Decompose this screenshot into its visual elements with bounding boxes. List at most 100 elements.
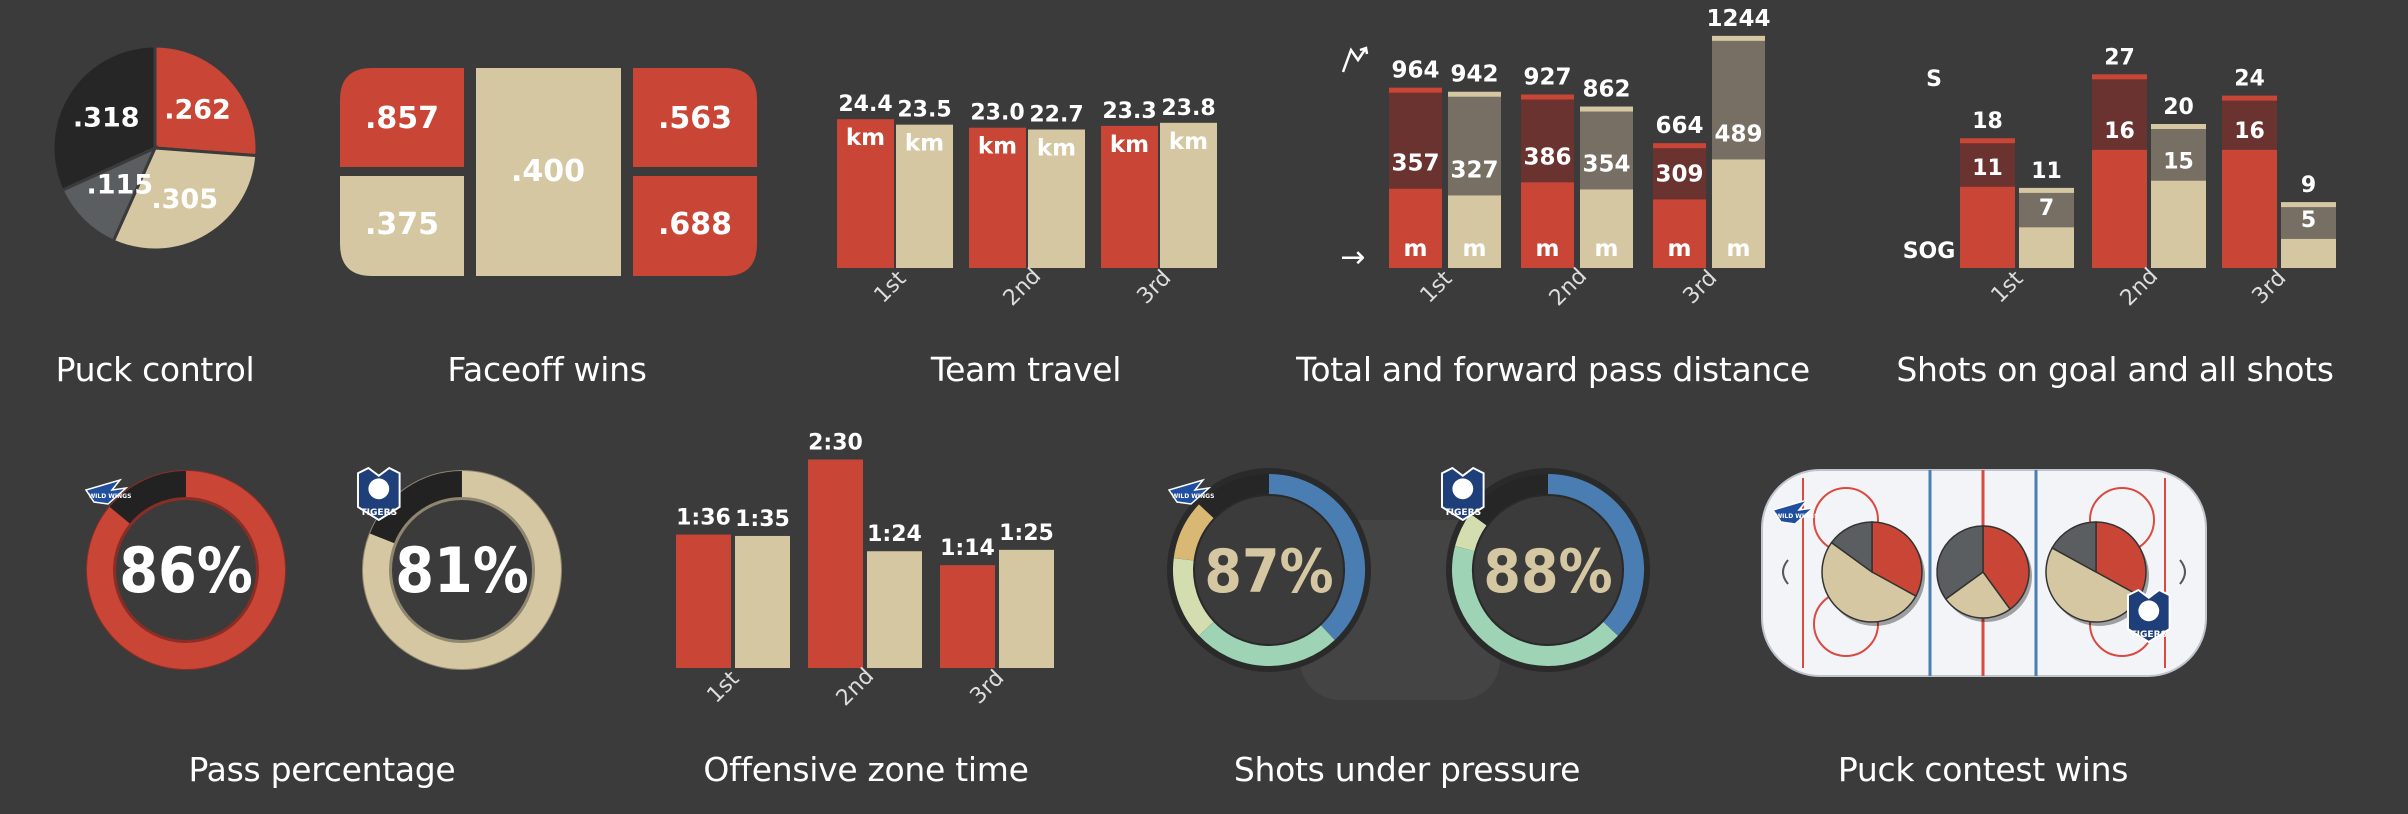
shots-value-label: 18 — [1972, 109, 2003, 134]
shots-under-pressure-chart: 87% WILD WINGS 88% TIGERS — [1167, 466, 1650, 700]
ring-hole — [392, 500, 532, 640]
forward-value-label: 357 — [1391, 151, 1439, 177]
pie-slice — [2051, 521, 2097, 574]
slice-label: .305 — [151, 184, 218, 215]
shots-value-label: 20 — [2163, 95, 2194, 120]
category-label: 2nd — [2116, 264, 2163, 311]
total-value-label: 664 — [1655, 113, 1703, 139]
wild-wings-logo: WILD WINGS — [84, 478, 132, 505]
bar-value-label: 1:14 — [940, 536, 995, 561]
category-label: 2nd — [1545, 264, 1592, 311]
bar-cap — [2222, 95, 2277, 101]
bar-unit-label: km — [1169, 129, 1208, 155]
bar-unit-label: m — [1463, 236, 1487, 262]
pie-slice — [1982, 525, 2030, 611]
total-value-label: 1244 — [1706, 6, 1770, 32]
ring-percentage-label: 87% — [1204, 537, 1333, 607]
tigers-logo-text: TIGERS — [1444, 508, 1481, 518]
bar-cap — [1960, 138, 2015, 144]
caption-team-travel: Team travel — [930, 350, 1122, 389]
caption-puck-contest-wins: Puck contest wins — [1837, 750, 2129, 789]
slice-label: .262 — [164, 95, 231, 126]
wild-wings-logo: WILD WINGS — [1771, 498, 1819, 525]
pass-distance-chart: →964357m942327m1st927386m862354m2nd66430… — [1340, 6, 1770, 311]
caption-shots-under-pressure: Shots under pressure — [1233, 750, 1581, 789]
bar — [1160, 122, 1217, 268]
ring-segment — [1452, 546, 1618, 666]
pie-slice — [153, 44, 259, 158]
pie-slice — [2095, 521, 2147, 598]
bar-unit-label: km — [1110, 132, 1149, 158]
slice-label: .318 — [73, 103, 140, 134]
offensive-zone-time-chart: 1:36 1:35 1st 2:30 1:24 2nd 1:141:25 3rd — [676, 431, 1054, 711]
forward-value-label: 354 — [1582, 151, 1630, 177]
puck-contest-wins-chart: WILD WINGS TIGERS — [1761, 469, 2207, 677]
caption-puck-control: Puck control — [55, 350, 255, 389]
bar — [940, 565, 995, 668]
sog-value-label: 7 — [2039, 196, 2054, 221]
faceoff-cell — [476, 68, 621, 276]
category-label: 3rd — [1133, 266, 1177, 310]
sog-value-label: 5 — [2301, 208, 2316, 233]
bar-cap — [2151, 124, 2206, 129]
bar-value-label: 23.5 — [897, 98, 951, 123]
ring-segment — [1173, 504, 1214, 561]
tigers-logo: TIGERS — [2127, 588, 2171, 644]
bar-cap — [2281, 202, 2336, 208]
ring-segment — [1199, 474, 1270, 519]
category-label: 2nd — [832, 664, 879, 711]
wings-shape — [1167, 478, 1212, 505]
ring-hole — [116, 500, 256, 640]
pie-slice — [1821, 541, 1917, 623]
bar — [867, 551, 922, 668]
bar-value-label: 1:35 — [735, 507, 790, 532]
faceoff-value: .857 — [365, 101, 439, 136]
caption-offensive-zone-time: Offensive zone time — [703, 750, 1029, 789]
bar-forward — [1653, 199, 1706, 268]
forward-value-label: 327 — [1450, 157, 1498, 183]
ring-segment — [1268, 474, 1365, 640]
faceoff-cell — [340, 68, 464, 167]
total-value-label: 927 — [1523, 65, 1571, 91]
bar-sog — [2281, 238, 2336, 268]
bar — [735, 535, 790, 668]
bar-unit-label: m — [1404, 236, 1428, 262]
wild-wings-logo: WILD WINGS — [1167, 478, 1215, 505]
bar-unit-label: m — [1536, 236, 1560, 262]
wings-shape — [84, 478, 129, 505]
wild-wings-logo-text: WILD WINGS — [1776, 513, 1819, 520]
forward-value-label: 386 — [1523, 144, 1571, 170]
bar-cap — [2019, 187, 2074, 193]
total-value-label: 862 — [1582, 77, 1630, 103]
ring-segment — [1173, 558, 1214, 636]
shots-chart: S SOG 18 11 11 7 1st 27 16 20 15 2nd 24 16 9 5 3rd — [1903, 45, 2336, 311]
bar-forward — [1712, 159, 1765, 268]
pie-slice — [1871, 521, 1923, 598]
wild-wings-logo-text: WILD WINGS — [89, 493, 132, 500]
wild-wings-logo-text: WILD WINGS — [1172, 493, 1215, 500]
sog-row-label: SOG — [1903, 239, 1956, 264]
category-label: 1st — [1987, 266, 2029, 308]
category-label: 1st — [1416, 266, 1458, 308]
bar-forward — [1389, 188, 1442, 268]
bar-forward — [1580, 189, 1633, 268]
bar — [1101, 125, 1158, 269]
forward-arrow-icon: → — [1340, 240, 1365, 275]
ring-segment — [1199, 621, 1335, 666]
category-label: 3rd — [2248, 266, 2292, 310]
total-value-label: 964 — [1391, 58, 1439, 84]
faceoff-value: .688 — [658, 207, 732, 242]
caption-faceoff-wins: Faceoff wins — [447, 350, 647, 389]
bar-cap — [1389, 87, 1442, 93]
bar-value-label: 23.0 — [970, 101, 1024, 126]
bar-total — [1712, 37, 1765, 160]
bar-unit-label: m — [1668, 236, 1692, 262]
ring-hole — [1195, 496, 1343, 644]
caption-pass-percentage: Pass percentage — [188, 750, 456, 789]
faceoff-value: .400 — [511, 154, 585, 189]
faceoff-cell — [633, 176, 757, 276]
bar-value-label: 1:25 — [999, 521, 1054, 546]
bar-shots — [2222, 97, 2277, 150]
